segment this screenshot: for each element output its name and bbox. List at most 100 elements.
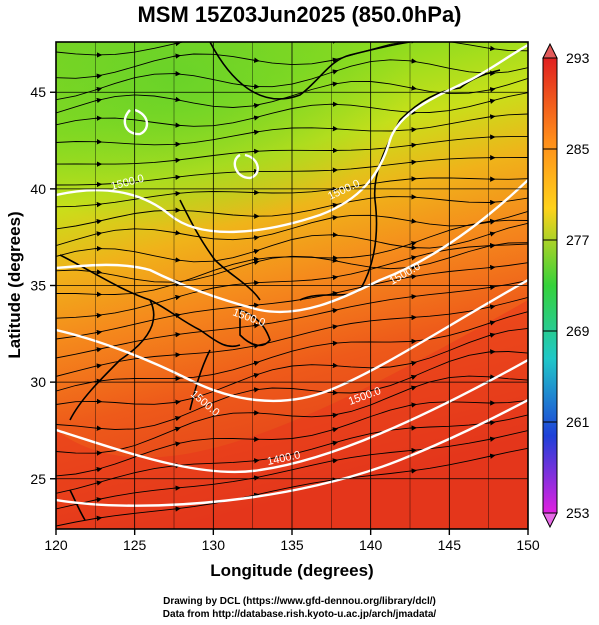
- y-tick-label: 40: [30, 181, 46, 197]
- wind-arrow: [488, 45, 496, 52]
- wind-arrow: [488, 332, 496, 338]
- wind-arrow: [488, 284, 496, 291]
- wind-arrow: [173, 230, 181, 236]
- y-tick-label: 45: [30, 84, 46, 100]
- wind-arrow: [95, 86, 103, 93]
- y-tick-label: 25: [30, 471, 46, 487]
- x-tick-label: 125: [123, 537, 147, 553]
- wind-arrow: [95, 312, 103, 319]
- wind-arrow: [173, 257, 181, 263]
- wind-arrow: [173, 506, 181, 512]
- contour-line-3: [56, 278, 528, 403]
- colorbar-tick-label: 269: [566, 323, 590, 339]
- wind-arrow: [409, 241, 417, 247]
- colorbar-tick-label: 293: [566, 50, 590, 66]
- wind-arrow: [173, 174, 181, 180]
- y-axis-ticks: 25 30 35 40 45: [30, 84, 56, 487]
- wind-arrow: [173, 96, 181, 103]
- map-title: MSM 15Z03Jun2025 (850.0hPa): [137, 2, 462, 27]
- coastlines: [59, 42, 501, 521]
- wind-arrow: [409, 255, 417, 261]
- wind-arrow: [488, 320, 496, 326]
- wind-arrow: [173, 426, 181, 432]
- wind-arrow: [409, 274, 417, 280]
- wind-arrow: [409, 402, 417, 408]
- wind-arrow: [488, 453, 496, 459]
- wind-arrow: [252, 475, 260, 481]
- colorbar-tick-label: 261: [566, 414, 590, 430]
- wind-arrow: [488, 420, 496, 426]
- coastline-ryukyu: [189, 349, 211, 411]
- x-tick-label: 150: [516, 537, 540, 553]
- wind-arrow: [331, 274, 339, 281]
- coastline-korea-north: [179, 199, 261, 301]
- y-tick-label: 35: [30, 278, 46, 294]
- wind-arrow: [488, 98, 496, 104]
- coastline-honshu: [299, 119, 401, 301]
- colorbar-top-arrow: [542, 42, 558, 59]
- plot-area: 1500.0 1500.0 1500.0 1500.0 1500.0 1400.…: [56, 42, 528, 529]
- coastline-hokkaido: [399, 69, 501, 121]
- wind-arrow: [252, 458, 260, 464]
- contour-line-5: [56, 398, 528, 507]
- wind-arrow: [252, 387, 260, 393]
- wind-arrow: [488, 114, 496, 120]
- wind-arrow: [488, 87, 496, 93]
- wind-arrow: [331, 324, 339, 330]
- wind-arrow: [331, 202, 339, 209]
- wind-arrow: [95, 97, 103, 104]
- contour-ring-2: [233, 153, 259, 180]
- coastline-siberia: [209, 42, 411, 100]
- wind-arrow: [409, 385, 417, 391]
- coastline-china: [59, 254, 155, 421]
- wind-arrow: [409, 294, 417, 300]
- wind-arrow: [331, 57, 339, 63]
- wind-arrow: [331, 458, 339, 464]
- wind-arrow: [173, 294, 181, 301]
- wind-arrow: [95, 467, 103, 473]
- wind-arrow: [252, 129, 260, 135]
- wind-arrow: [252, 492, 260, 498]
- contour-line-2: [56, 179, 528, 314]
- wind-arrow: [409, 360, 417, 367]
- colorbar-tick-label: 277: [566, 232, 590, 248]
- wind-arrow: [95, 201, 103, 208]
- colorbar-tick-label: 253: [566, 505, 590, 521]
- wind-arrow: [331, 215, 339, 221]
- contour-line-4: [56, 358, 528, 474]
- wind-arrow: [252, 360, 260, 366]
- wind-arrow: [488, 264, 496, 271]
- wind-arrow: [409, 218, 417, 224]
- wind-arrow: [95, 269, 103, 275]
- wind-arrow: [409, 127, 417, 133]
- wind-arrow: [409, 468, 417, 474]
- contour-line-1: [56, 43, 528, 234]
- x-axis-ticks: 120 125 130 135 140 145 150: [44, 529, 540, 553]
- contour-ring-1: [123, 108, 149, 136]
- wind-arrow: [173, 441, 181, 447]
- wind-arrow: [95, 329, 103, 336]
- y-tick-label: 30: [30, 374, 46, 390]
- wind-arrow: [95, 219, 103, 225]
- wind-arrow: [252, 115, 260, 121]
- y-axis-label: Latitude (degrees): [5, 211, 24, 358]
- wind-arrow: [173, 53, 181, 59]
- wind-arrow: [252, 372, 260, 379]
- wind-arrow: [409, 142, 417, 148]
- coastline-korea-south: [149, 299, 241, 348]
- wind-arrow: [488, 304, 496, 310]
- wind-arrow: [173, 332, 181, 338]
- x-axis-label: Longitude (degrees): [210, 561, 373, 580]
- wind-arrow: [252, 103, 260, 109]
- wind-arrow: [409, 374, 417, 380]
- wind-arrow: [95, 515, 103, 521]
- wind-arrow: [331, 81, 339, 87]
- credit-drawing: Drawing by DCL (https://www.gfd-dennou.o…: [163, 596, 436, 607]
- wind-arrow: [173, 399, 181, 405]
- graticule: [56, 42, 528, 529]
- x-tick-label: 145: [438, 537, 462, 553]
- colorbar-tick-label: 285: [566, 141, 590, 157]
- wind-arrow: [173, 416, 181, 422]
- wind-arrow: [173, 157, 181, 164]
